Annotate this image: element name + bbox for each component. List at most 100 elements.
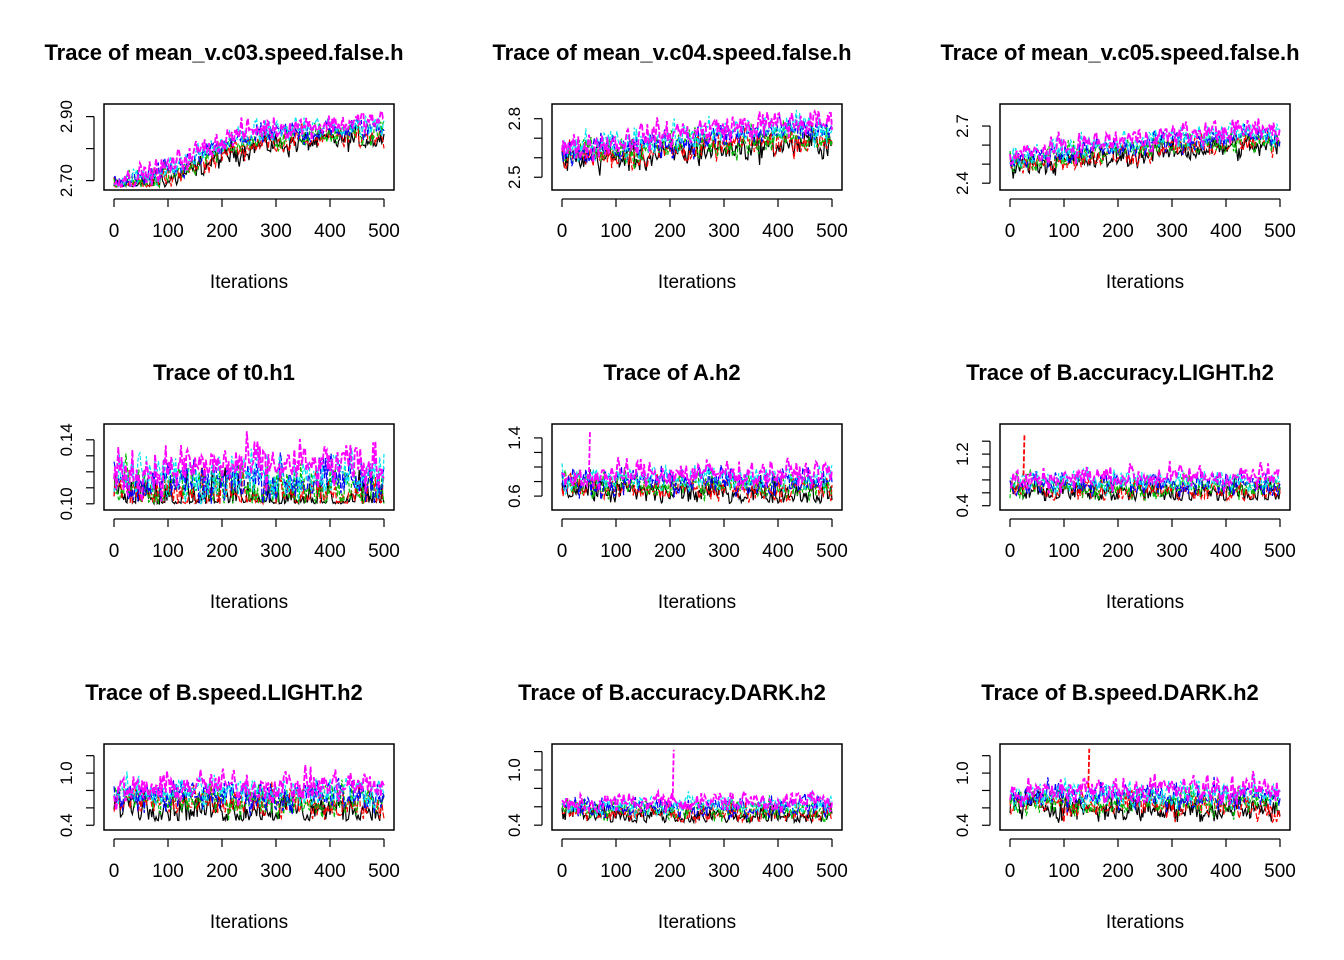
y-tick-label: 0.4 <box>953 813 972 837</box>
series-line <box>1009 118 1281 166</box>
series-line <box>113 110 385 189</box>
x-axis-label: Iterations <box>658 912 736 933</box>
y-tick-label: 0.10 <box>57 487 76 520</box>
x-tick-label: 0 <box>109 861 120 882</box>
x-tick-label: 400 <box>762 541 794 562</box>
y-tick-label: 2.8 <box>505 107 524 131</box>
series-group <box>561 749 833 825</box>
plot-frame <box>999 743 1291 831</box>
trace-plot: 0 100 200 300 400 500 Iterations 0.4 1.0 <box>505 743 848 933</box>
x-tick-label: 300 <box>260 221 292 242</box>
series-line <box>561 793 833 821</box>
x-tick-label: 300 <box>708 221 740 242</box>
series-line <box>1009 771 1281 808</box>
y-tick-label: 1.0 <box>505 758 524 782</box>
x-tick-label: 400 <box>314 221 346 242</box>
series-group <box>561 430 833 505</box>
series-line <box>113 119 385 189</box>
series-line <box>113 452 385 504</box>
trace-panel: Trace of t0.h1 0 100 200 300 400 500 Iterations… <box>0 320 448 640</box>
series-group <box>113 431 385 506</box>
y-tick-label: 1.4 <box>505 426 524 450</box>
y-tick-label: 0.6 <box>505 484 524 508</box>
x-tick-label: 100 <box>600 541 632 562</box>
series-group <box>113 764 385 823</box>
x-axis-label: Iterations <box>658 272 736 293</box>
x-tick-label: 200 <box>654 221 686 242</box>
series-line <box>561 795 833 825</box>
x-tick-label: 300 <box>1156 221 1188 242</box>
x-tick-label: 200 <box>1102 221 1134 242</box>
series-line <box>561 472 833 504</box>
outlier-spike <box>1022 433 1026 476</box>
outlier-spike <box>588 430 591 473</box>
plot-frame <box>551 423 843 511</box>
x-tick-label: 500 <box>816 861 848 882</box>
x-axis-label: Iterations <box>1106 272 1184 293</box>
x-tick-label: 300 <box>1156 541 1188 562</box>
x-axis-label: Iterations <box>210 272 288 293</box>
series-line <box>561 788 833 815</box>
x-tick-label: 200 <box>206 861 238 882</box>
series-line <box>561 457 833 491</box>
series-line <box>113 787 385 823</box>
x-tick-label: 100 <box>1048 861 1080 882</box>
plot-frame <box>103 423 395 511</box>
y-tick-label: 1.0 <box>57 761 76 785</box>
series-group <box>1009 748 1281 823</box>
series-group <box>561 109 833 176</box>
series-line <box>561 461 833 496</box>
trace-panel: Trace of B.accuracy.LIGHT.h2 0 100 200 300 40… <box>896 320 1344 640</box>
x-tick-label: 300 <box>260 541 292 562</box>
series-group <box>113 110 385 189</box>
x-tick-label: 0 <box>557 861 568 882</box>
trace-plot: 0 100 200 300 400 500 Iterations 2.4 2.7 <box>953 103 1296 293</box>
x-tick-label: 500 <box>816 541 848 562</box>
series-line <box>113 771 385 810</box>
x-tick-label: 400 <box>1210 221 1242 242</box>
series-line <box>113 447 385 505</box>
x-axis-label: Iterations <box>1106 912 1184 933</box>
series-line <box>113 431 385 502</box>
x-tick-label: 100 <box>1048 541 1080 562</box>
series-line <box>1009 788 1281 823</box>
y-tick-label: 0.14 <box>57 423 76 456</box>
y-tick-label: 1.2 <box>953 442 972 466</box>
x-tick-label: 0 <box>557 541 568 562</box>
x-tick-label: 0 <box>109 221 120 242</box>
x-tick-label: 200 <box>654 541 686 562</box>
trace-panel: Trace of mean_v.c05.speed.false.h 0 100 200… <box>896 0 1344 320</box>
series-line <box>1009 776 1281 813</box>
x-tick-label: 100 <box>152 541 184 562</box>
plot-frame <box>999 423 1291 511</box>
x-tick-label: 100 <box>152 861 184 882</box>
y-tick-label: 2.90 <box>57 100 76 133</box>
trace-plot: 0 100 200 300 400 500 Iterations 0.6 1.4 <box>505 423 848 613</box>
series-line <box>1009 467 1281 497</box>
series-group <box>1009 118 1281 179</box>
x-tick-label: 0 <box>1005 861 1016 882</box>
y-tick-label: 2.5 <box>505 165 524 189</box>
trace-plot: 0 100 200 300 400 500 Iterations 0.10 0.14 <box>57 423 400 613</box>
plot-frame <box>551 743 843 831</box>
x-tick-label: 100 <box>600 861 632 882</box>
x-tick-label: 200 <box>1102 861 1134 882</box>
x-tick-label: 100 <box>1048 221 1080 242</box>
x-tick-label: 500 <box>368 541 400 562</box>
trace-panel: Trace of mean_v.c03.speed.false.h 0 100 200… <box>0 0 448 320</box>
outlier-spike <box>671 749 675 801</box>
x-tick-label: 500 <box>816 221 848 242</box>
y-tick-label: 1.0 <box>953 761 972 785</box>
x-tick-label: 400 <box>314 861 346 882</box>
series-line <box>1009 460 1281 494</box>
chart-title: Trace of mean_v.c04.speed.false.h <box>492 40 852 65</box>
x-tick-label: 100 <box>600 221 632 242</box>
x-tick-label: 200 <box>654 861 686 882</box>
chart-title: Trace of B.speed.DARK.h2 <box>981 680 1259 705</box>
x-tick-label: 500 <box>1264 221 1296 242</box>
trace-panel: Trace of B.speed.DARK.h2 0 100 200 300 400 500… <box>896 640 1344 960</box>
x-tick-label: 300 <box>1156 861 1188 882</box>
x-tick-label: 300 <box>708 541 740 562</box>
series-group <box>1009 433 1281 503</box>
y-tick-label: 0.4 <box>57 813 76 837</box>
